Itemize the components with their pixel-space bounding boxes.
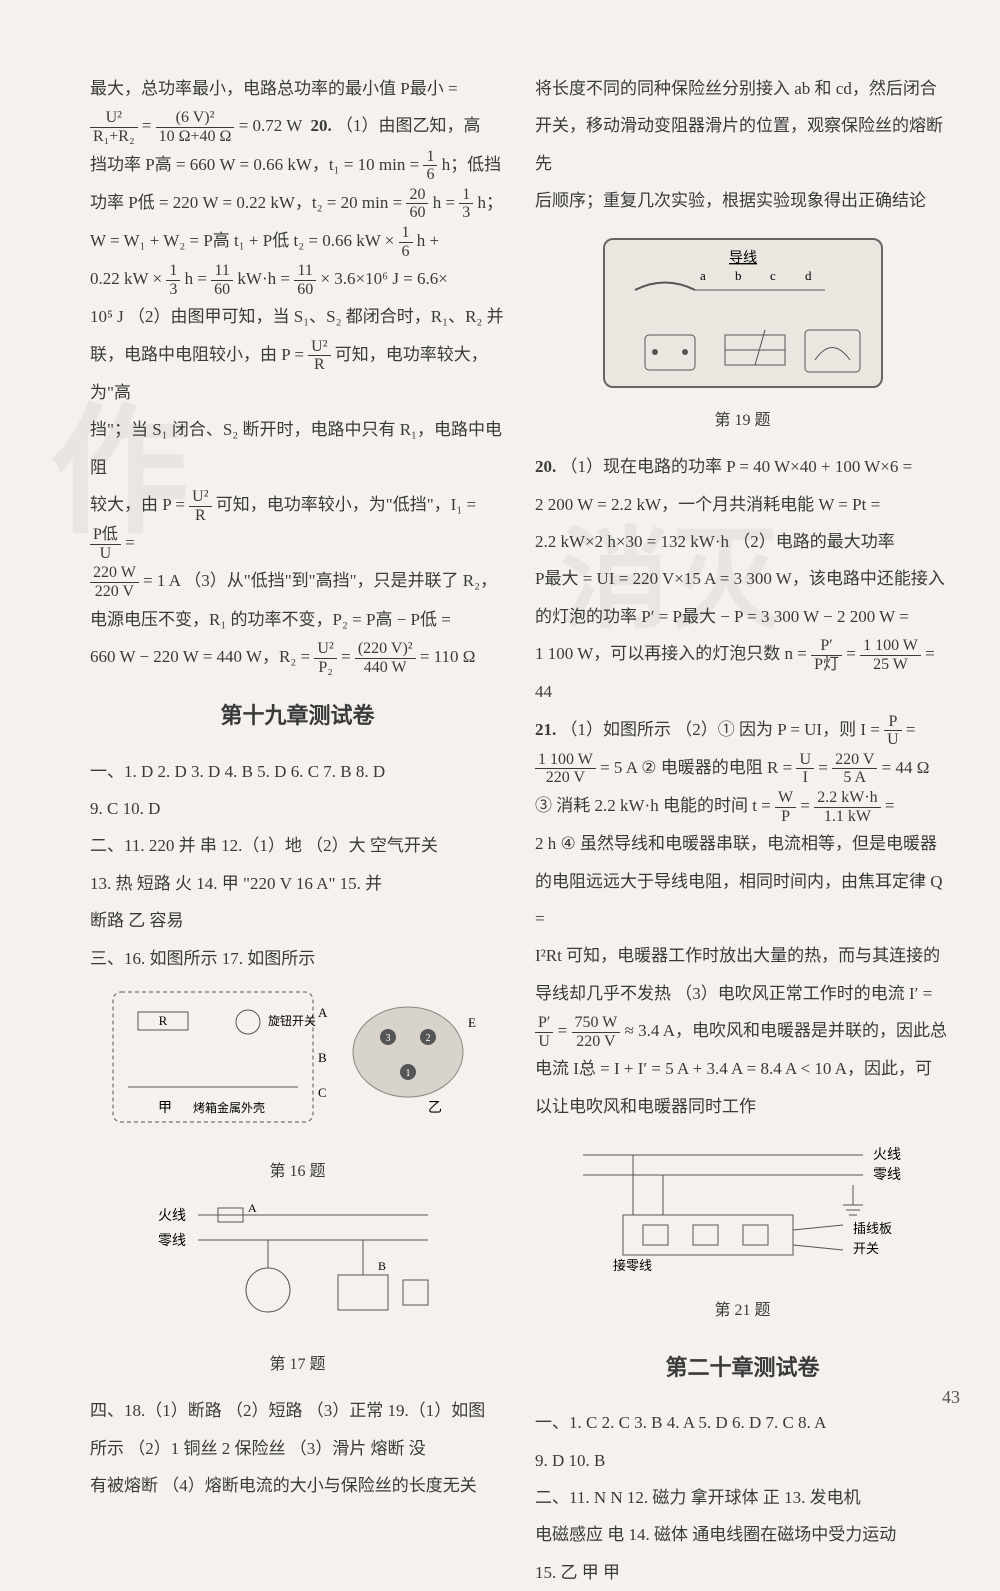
equation-line: 1 100 W220 V = 5 A ② 电暖器的电阻 R = UI = 220…: [535, 749, 950, 787]
text-line: P最大 = UI = 220 V×15 A = 3 300 W，该电路中还能接入: [535, 560, 950, 597]
text-line: 2.2 kW×2 h×30 = 132 kW·h （2）电路的最大功率: [535, 523, 950, 560]
svg-text:A: A: [248, 1201, 257, 1215]
figure-21: 火线 零线 插线板 开关 接零线 第 21 题: [535, 1135, 950, 1328]
answer-row: 一、1. C 2. C 3. B 4. A 5. D 6. D 7. C 8. …: [535, 1404, 950, 1441]
figure-16: R 旋钮开关 甲 烤箱金属外壳 A B C 3 2 1 E 乙 第 16 题: [90, 987, 505, 1190]
svg-text:零线: 零线: [158, 1233, 186, 1249]
svg-text:A: A: [318, 1005, 328, 1020]
equation-line: U²R₁+R₂ = (6 V)²10 Ω+40 Ω = 0.72 W 20. （…: [90, 107, 505, 145]
figure-16-caption: 第 16 题: [90, 1154, 505, 1189]
svg-text:C: C: [318, 1085, 327, 1100]
text-line: 2 h ④ 虽然导线和电暖器串联，电流相等，但是电暖器: [535, 825, 950, 862]
svg-text:B: B: [378, 1259, 386, 1273]
equation-line: ③ 消耗 2.2 kW·h 电能的时间 t = WP = 2.2 kW·h1.1…: [535, 787, 950, 825]
equation-line: 0.22 kW × 13 h = 1160 kW·h = 1160 × 3.6×…: [90, 260, 505, 298]
left-column: 最大，总功率最小，电路总功率的最小值 P最小 = U²R₁+R₂ = (6 V)…: [90, 70, 505, 1591]
text-line: 的电阻远远大于导线电阻，相同时间内，由焦耳定律 Q =: [535, 863, 950, 938]
svg-text:3: 3: [385, 1033, 390, 1044]
svg-text:导线: 导线: [729, 250, 757, 266]
equation-line: 联，电路中电阻较小，由 P = U²R 可知，电功率较大，为"高: [90, 336, 505, 412]
svg-text:E: E: [468, 1015, 476, 1030]
figure-21-caption: 第 21 题: [535, 1293, 950, 1328]
equation-line: 660 W − 220 W = 440 W，R₂ = U²P₂ = (220 V…: [90, 638, 505, 676]
answer-row: 有被熔断 （4）熔断电流的大小与保险丝的长度无关: [90, 1467, 505, 1504]
answer-row: 二、11. N N 12. 磁力 拿开球体 正 13. 发电机: [535, 1479, 950, 1516]
svg-text:接零线: 接零线: [613, 1258, 652, 1273]
answer-row: 四、18.（1）断路 （2）短路 （3）正常 19.（1）如图: [90, 1392, 505, 1429]
text-line: 最大，总功率最小，电路总功率的最小值 P最小 =: [90, 70, 505, 107]
answer-row: 15. 乙 甲 甲: [535, 1554, 950, 1591]
answer-row: 所示 （2）1 铜丝 2 保险丝 （3）滑片 熔断 没: [90, 1430, 505, 1467]
figure-17-caption: 第 17 题: [90, 1347, 505, 1382]
equation-line: P′U = 750 W220 V ≈ 3.4 A，电吹风和电暖器是并联的，因此总: [535, 1012, 950, 1050]
text-line: 挡"；当 S₁ 闭合、S₂ 断开时，电路中只有 R₁，电路中电阻: [90, 411, 505, 486]
answer-row: 9. C 10. D: [90, 790, 505, 827]
text-line: 10⁵ J （2）由图甲可知，当 S₁、S₂ 都闭合时，R₁、R₂ 并: [90, 298, 505, 335]
text-line: 后顺序；重复几次实验，根据实验现象得出正确结论: [535, 182, 950, 219]
answer-row: 断路 乙 容易: [90, 902, 505, 939]
text-line: 开关，移动滑动变阻器滑片的位置，观察保险丝的熔断先: [535, 107, 950, 182]
section-20-title: 第二十章测试卷: [535, 1344, 950, 1392]
figure-19-caption: 第 19 题: [535, 403, 950, 438]
circuit-diagram-16: R 旋钮开关 甲 烤箱金属外壳 A B C 3 2 1 E 乙: [108, 987, 488, 1137]
equation-line: 220 W220 V = 1 A （3）从"低挡"到"高挡"，只是并联了 R₂，: [90, 562, 505, 600]
svg-text:火线: 火线: [873, 1147, 901, 1163]
equation-line: 挡功率 P高 = 660 W = 0.66 kW，t₁ = 10 min = 1…: [90, 146, 505, 184]
right-column: 将长度不同的同种保险丝分别接入 ab 和 cd，然后闭合 开关，移动滑动变阻器滑…: [535, 70, 950, 1591]
text-line: 将长度不同的同种保险丝分别接入 ab 和 cd，然后闭合: [535, 70, 950, 107]
svg-text:火线: 火线: [158, 1208, 186, 1224]
circuit-diagram-17: 火线 零线 A B: [148, 1200, 448, 1330]
svg-text:开关: 开关: [853, 1241, 879, 1256]
answer-row: 9. D 10. B: [535, 1442, 950, 1479]
text-line: 的灯泡的功率 P′ = P最大 − P = 3 300 W − 2 200 W …: [535, 598, 950, 635]
answer-row: 三、16. 如图所示 17. 如图所示: [90, 940, 505, 977]
svg-text:烤箱金属外壳: 烤箱金属外壳: [193, 1100, 265, 1115]
text-line: 20. （1）现在电路的功率 P = 40 W×40 + 100 W×6 =: [535, 448, 950, 485]
svg-text:d: d: [805, 268, 812, 283]
svg-text:B: B: [318, 1050, 327, 1065]
equation-line: 较大，由 P = U²R 可知，电功率较小，为"低挡"，I₁ = P低U =: [90, 486, 505, 562]
text-line: 导线却几乎不发热 （3）电吹风正常工作时的电流 I′ =: [535, 975, 950, 1012]
svg-text:1: 1: [405, 1068, 410, 1079]
svg-text:插线板: 插线板: [853, 1221, 892, 1236]
svg-text:b: b: [735, 268, 742, 283]
answer-row: 电磁感应 电 14. 磁体 通电线圈在磁场中受力运动: [535, 1516, 950, 1553]
text-line: 2 200 W = 2.2 kW，一个月共消耗电能 W = Pt =: [535, 486, 950, 523]
answer-row: 二、11. 220 并 串 12.（1）地 （2）大 空气开关: [90, 827, 505, 864]
equation-line: 1 100 W，可以再接入的灯泡只数 n = P′P灯 = 1 100 W25 …: [535, 635, 950, 711]
section-19-title: 第十九章测试卷: [90, 692, 505, 740]
equation-line: W = W₁ + W₂ = P高 t₁ + P低 t₂ = 0.66 kW × …: [90, 222, 505, 260]
svg-text:R: R: [158, 1013, 167, 1028]
svg-text:a: a: [700, 268, 706, 283]
svg-text:甲: 甲: [158, 1101, 172, 1116]
figure-19: 导线 a b c d 第 19 题: [535, 230, 950, 439]
svg-text:2: 2: [425, 1033, 430, 1044]
svg-text:乙: 乙: [428, 1100, 442, 1116]
text-line: I²Rt 可知，电暖器工作时放出大量的热，而与其连接的: [535, 937, 950, 974]
text-line: 电流 I总 = I + I′ = 5 A + 3.4 A = 8.4 A < 1…: [535, 1050, 950, 1087]
text-line: 以让电吹风和电暖器同时工作: [535, 1088, 950, 1125]
answer-row: 13. 热 短路 火 14. 甲 "220 V 16 A" 15. 并: [90, 865, 505, 902]
svg-text:旋钮开关: 旋钮开关: [268, 1013, 316, 1028]
equation-line: 21. （1）如图所示 （2）① 因为 P = UI，则 I = PU =: [535, 711, 950, 749]
equation-line: 功率 P低 = 220 W = 0.22 kW，t₂ = 20 min = 20…: [90, 184, 505, 222]
svg-text:零线: 零线: [873, 1167, 901, 1183]
circuit-diagram-21: 火线 零线 插线板 开关 接零线: [563, 1135, 923, 1275]
text-line: 电源电压不变，R₁ 的功率不变，P₂ = P高 − P低 =: [90, 601, 505, 638]
figure-17: 火线 零线 A B 第 17 题: [90, 1200, 505, 1383]
svg-text:c: c: [770, 268, 776, 283]
answer-row: 一、1. D 2. D 3. D 4. B 5. D 6. C 7. B 8. …: [90, 753, 505, 790]
